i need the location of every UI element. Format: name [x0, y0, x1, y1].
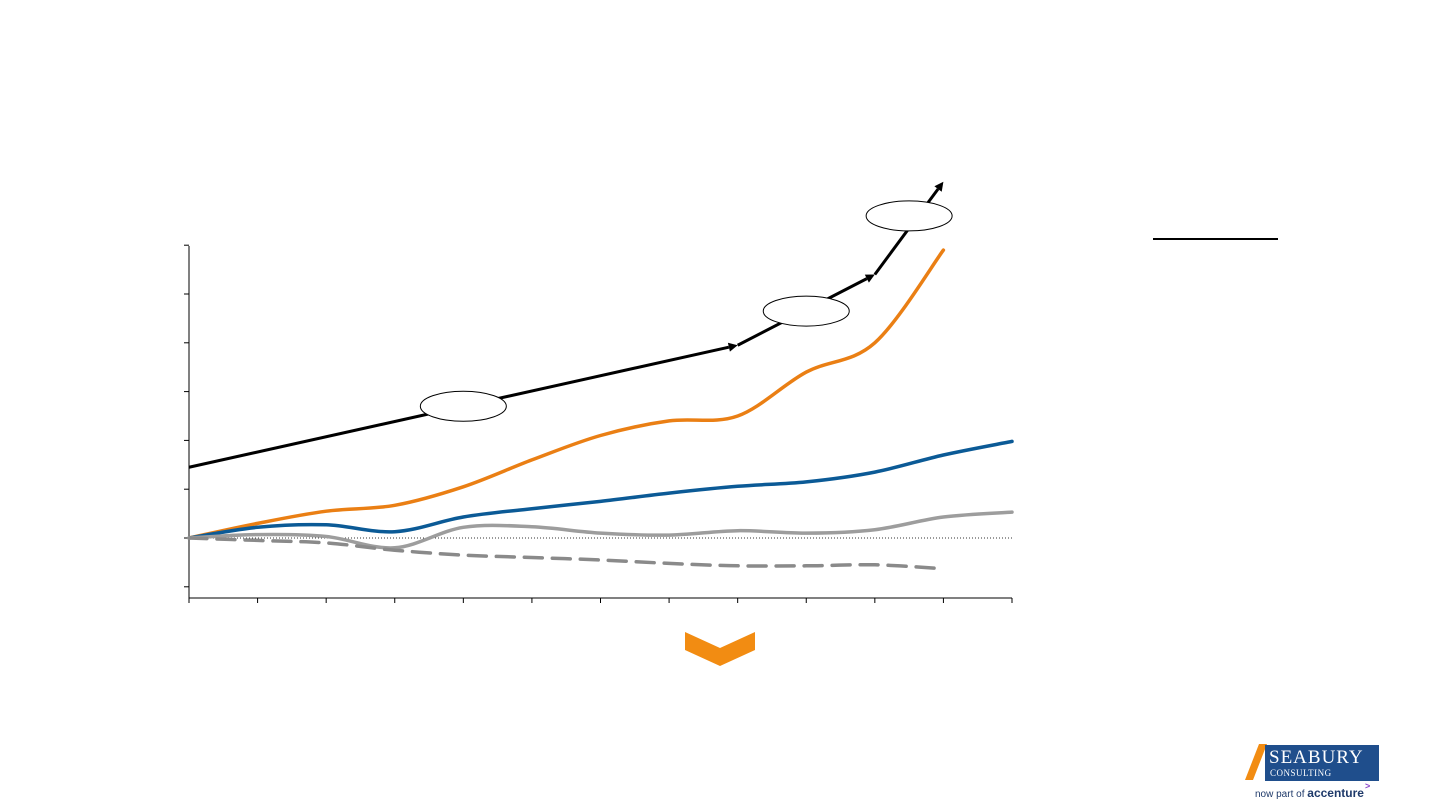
series-layer — [187, 248, 1014, 571]
logo-name: SEABURY — [1269, 747, 1364, 768]
logo-tagline: now part of accenture — [1255, 786, 1364, 800]
trend-arrowhead-3 — [934, 181, 944, 192]
series-line-3 — [187, 510, 1014, 550]
logo-tagline-prefix: now part of — [1255, 789, 1308, 800]
callout-ellipse-3 — [865, 200, 953, 232]
callout-ellipse-1 — [419, 390, 507, 422]
chart-axes — [184, 244, 1013, 603]
logo-box: SEABURY CONSULTING — [1265, 745, 1379, 781]
chevron-down-icon — [685, 632, 755, 666]
logo-brand: accenture — [1307, 786, 1364, 800]
trend-arrowhead-2 — [864, 274, 875, 283]
series-line-1 — [187, 248, 946, 540]
trend-arrowhead-1 — [727, 342, 738, 352]
callout-ellipse-2 — [762, 295, 850, 327]
legend-header-rule — [1153, 238, 1278, 240]
callout-layer — [419, 200, 953, 422]
logo-caret-icon: > — [1365, 781, 1371, 791]
trend-arrow — [188, 181, 944, 469]
series-line-4 — [187, 536, 946, 571]
logo-stripe-icon — [1245, 744, 1267, 780]
logo-subtitle: CONSULTING — [1270, 768, 1332, 778]
series-line-2 — [187, 439, 1014, 540]
seabury-logo: SEABURY CONSULTING now part of accenture… — [1245, 744, 1380, 804]
